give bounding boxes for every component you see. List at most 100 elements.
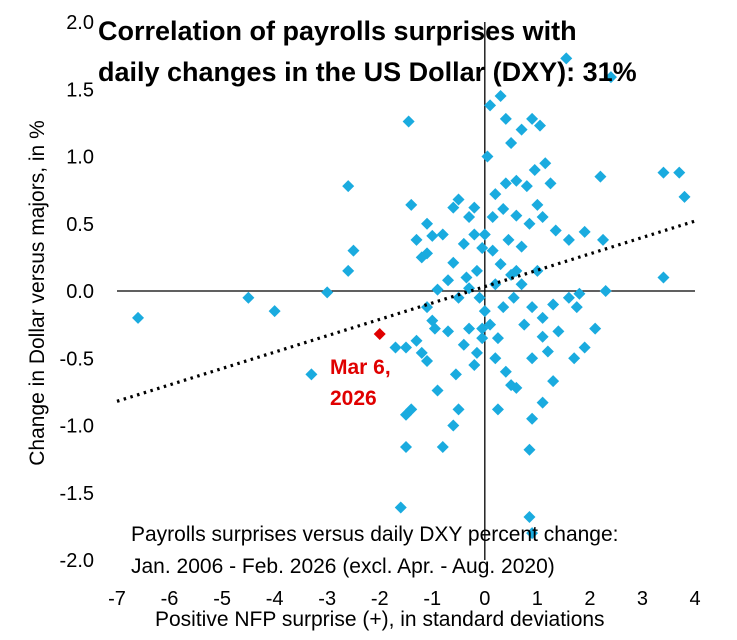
data-point	[468, 228, 481, 241]
data-point	[436, 228, 449, 241]
data-point	[457, 338, 470, 351]
data-point	[520, 180, 533, 193]
data-point	[526, 112, 539, 125]
data-point	[449, 368, 462, 381]
data-point	[470, 264, 483, 277]
data-point	[463, 211, 476, 224]
y-tick-label: 1.5	[66, 79, 94, 101]
data-point	[552, 325, 565, 338]
data-point	[497, 301, 510, 314]
data-point	[489, 352, 502, 365]
x-tick-label: 0	[479, 588, 490, 610]
data-point	[523, 217, 536, 230]
data-point	[531, 264, 544, 277]
data-point	[426, 229, 439, 242]
data-point	[604, 71, 617, 84]
data-point	[594, 170, 607, 183]
x-axis-label: Positive NFP surprise (+), in standard d…	[155, 608, 605, 631]
data-point	[547, 298, 560, 311]
data-point	[531, 198, 544, 211]
data-point	[405, 403, 418, 416]
data-point	[547, 375, 560, 388]
data-point	[436, 441, 449, 454]
highlight-label-line-1: Mar 6,	[330, 356, 391, 379]
data-point	[486, 211, 499, 224]
x-tick-label: -6	[161, 588, 179, 610]
data-point	[394, 501, 407, 514]
y-axis-label: Change in Dollar versus majors, in %	[26, 120, 49, 465]
data-point	[484, 318, 497, 331]
data-point	[447, 256, 460, 269]
y-tick-label: -2.0	[60, 550, 94, 572]
data-point	[452, 193, 465, 206]
data-point	[481, 150, 494, 163]
data-point	[533, 119, 546, 132]
data-point	[452, 291, 465, 304]
data-point	[478, 228, 491, 241]
trendline-group	[116, 219, 696, 403]
data-point	[489, 188, 502, 201]
data-point	[510, 264, 523, 277]
data-points	[132, 52, 691, 540]
data-point	[415, 251, 428, 264]
data-point	[342, 180, 355, 193]
data-point	[518, 318, 531, 331]
data-point	[515, 240, 528, 253]
data-point	[491, 403, 504, 416]
data-point	[536, 330, 549, 343]
y-tick-label: 0.0	[66, 281, 94, 303]
data-point	[402, 115, 415, 128]
trendline	[116, 219, 696, 403]
data-point	[494, 258, 507, 271]
data-point	[499, 177, 512, 190]
x-tick-label: -4	[266, 588, 284, 610]
data-point	[321, 286, 334, 299]
data-point	[515, 123, 528, 136]
y-tick-label: -1.5	[60, 483, 94, 505]
data-point	[431, 384, 444, 397]
data-point	[442, 274, 455, 287]
highlight-label-line-2: 2026	[330, 387, 377, 410]
y-tick-label: 1.0	[66, 147, 94, 169]
x-tick-labels: -7 -6 -5 -4 -3 -2 -1 0 1 2 3 4	[108, 588, 700, 610]
data-point	[489, 278, 502, 291]
data-point	[132, 311, 145, 324]
note-line-2: Jan. 2006 - Feb. 2026 (excl. Apr. - Aug.…	[131, 555, 555, 578]
data-point	[523, 443, 536, 456]
data-point	[505, 379, 518, 392]
data-point	[410, 233, 423, 246]
data-point	[507, 291, 520, 304]
data-point	[657, 271, 670, 284]
data-point	[673, 166, 686, 179]
data-point	[484, 99, 497, 112]
highlight-group	[373, 328, 386, 341]
chart-title-line-1: Correlation of payrolls surprises with	[98, 16, 577, 46]
chart-title-line-2: daily changes in the US Dollar (DXY): 31…	[98, 57, 637, 87]
data-point	[494, 89, 507, 102]
data-point	[389, 341, 402, 354]
data-point	[242, 291, 255, 304]
y-tick-label: 0.5	[66, 214, 94, 236]
data-point	[497, 202, 510, 215]
data-point	[421, 217, 434, 230]
x-tick-label: -5	[213, 588, 231, 610]
data-point	[560, 52, 573, 65]
data-point	[499, 365, 512, 378]
data-point	[536, 311, 549, 324]
y-tick-label: -0.5	[60, 348, 94, 370]
data-point	[536, 211, 549, 224]
x-tick-label: -3	[318, 588, 336, 610]
data-point	[573, 287, 586, 300]
data-point	[510, 174, 523, 187]
data-point	[657, 166, 670, 179]
data-point	[468, 201, 481, 214]
data-point	[541, 345, 554, 358]
data-point	[476, 241, 489, 254]
data-point	[549, 224, 562, 237]
data-point	[400, 441, 412, 454]
data-point	[415, 346, 428, 359]
data-point	[589, 322, 602, 335]
y-tick-labels: 2.0 1.5 1.0 0.5 0.0 -0.5 -1.0 -1.5 -2.0	[60, 12, 94, 572]
note-line-1: Payrolls surprises versus daily DXY perc…	[131, 523, 619, 546]
